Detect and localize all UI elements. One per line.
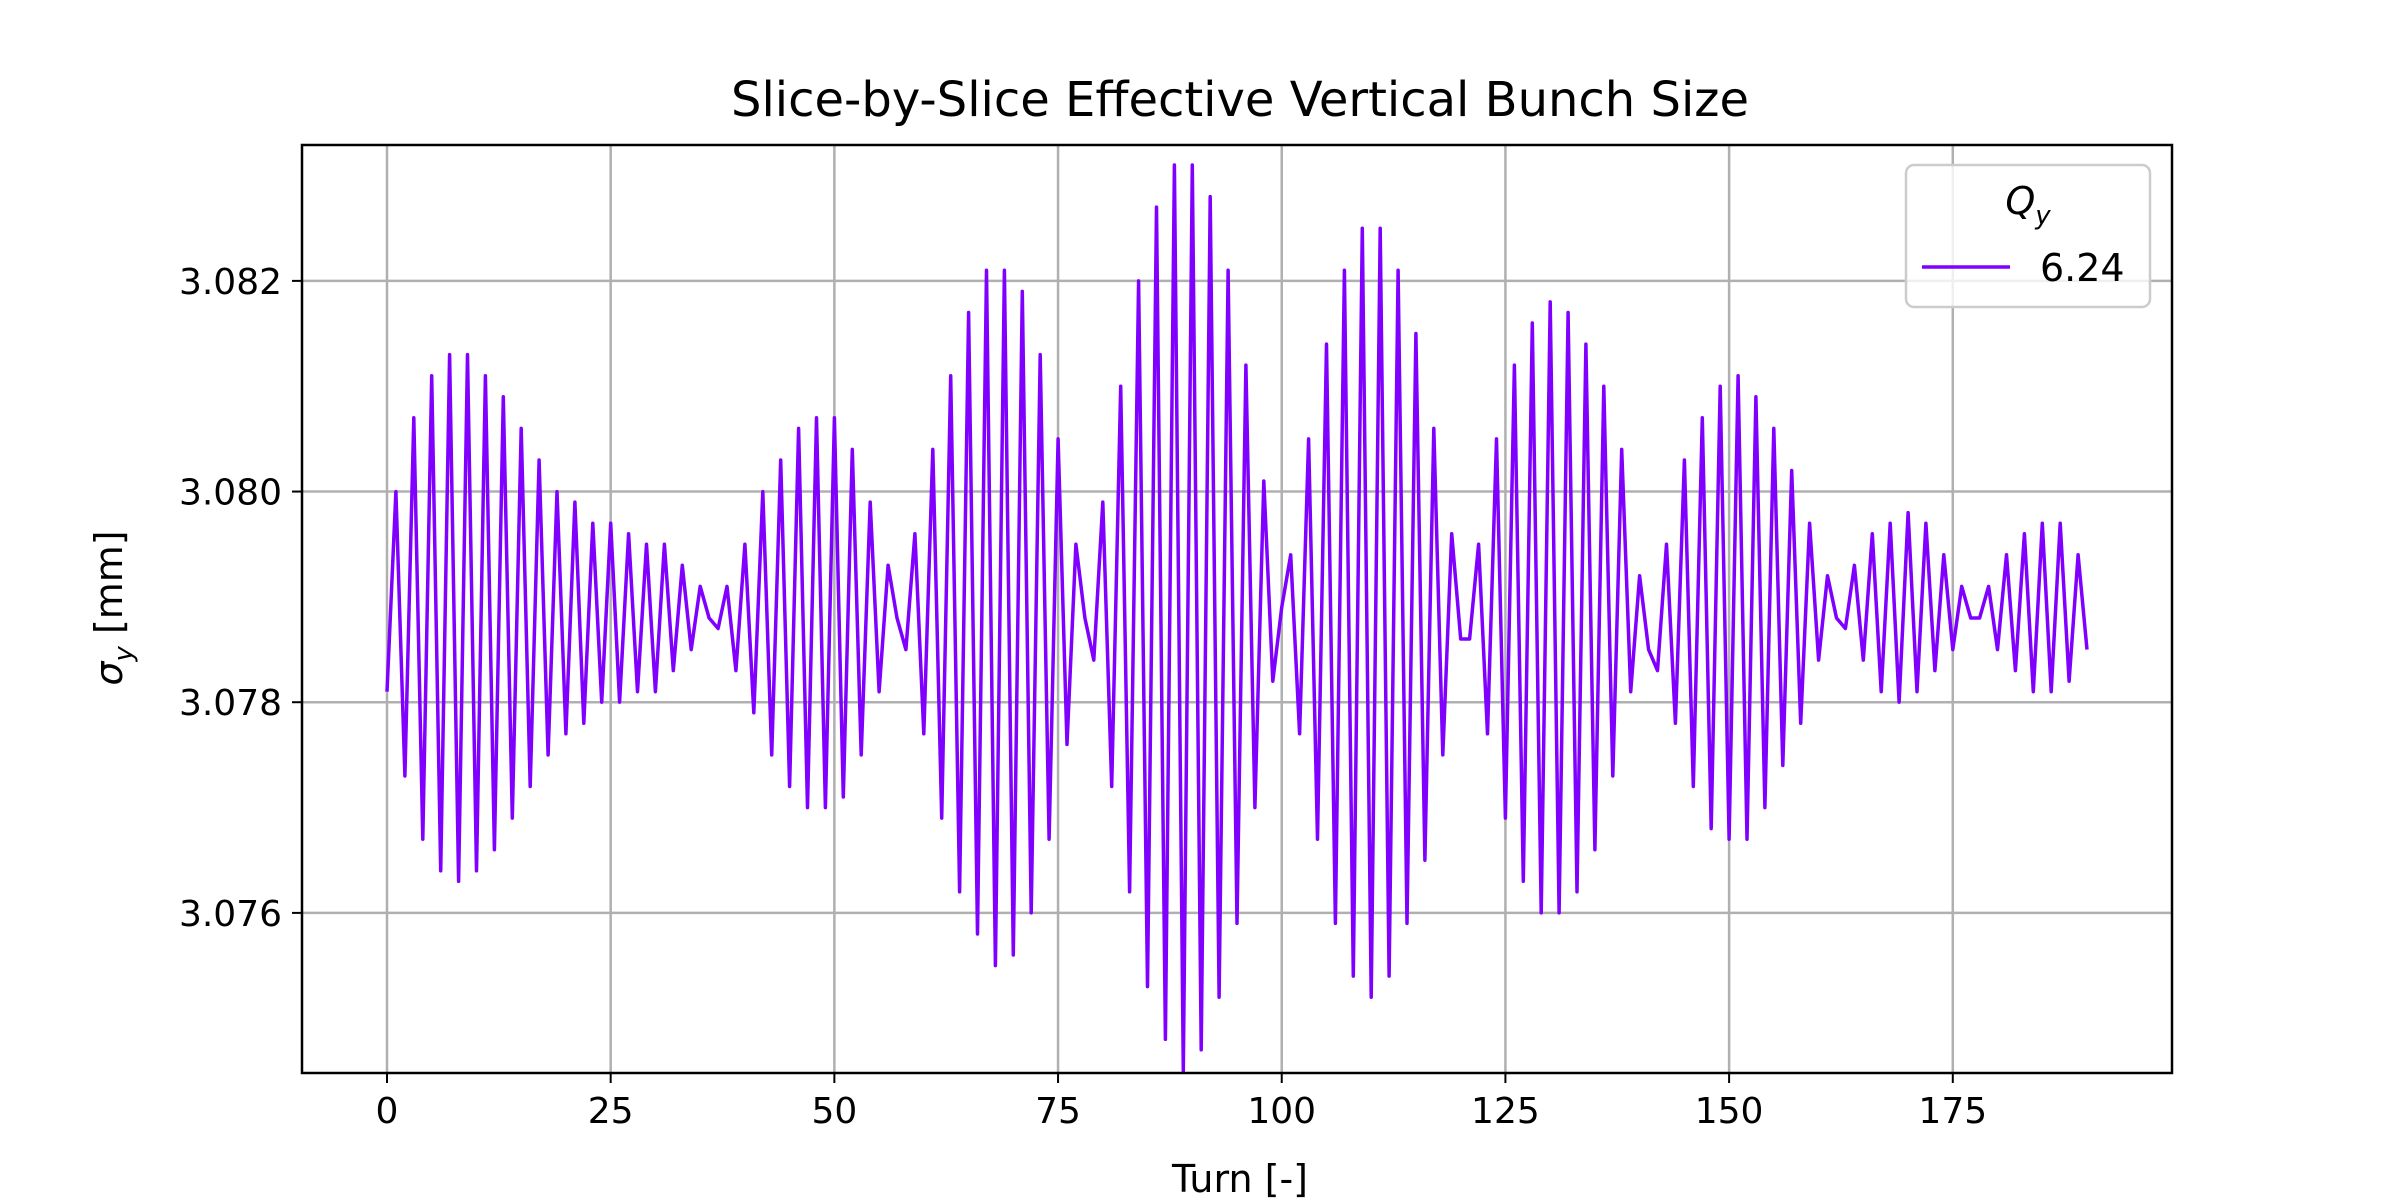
series-layer [385, 163, 2089, 1073]
x-tick-label: 50 [811, 1091, 857, 1132]
chart-title: Slice-by-Slice Effective Vertical Bunch … [731, 72, 1749, 128]
y-axis-label-symbol: σ [87, 660, 131, 686]
y-tick-label: 3.078 [179, 683, 282, 724]
y-axis-label-subscript: y [109, 646, 139, 663]
series-line-0 [385, 163, 2089, 1073]
plot-area-frame [300, 143, 2174, 1075]
legend-title-symbol: Q [2005, 179, 2035, 223]
y-axis-label: σy [mm] [87, 530, 139, 685]
y-tick-label: 3.082 [179, 262, 282, 303]
x-tick-label: 25 [588, 1091, 634, 1132]
legend-title: Qy [2005, 179, 2051, 231]
y-tick-label: 3.076 [179, 894, 282, 935]
y-axis-label-unit: [mm] [87, 530, 131, 646]
x-tick-label: 150 [1695, 1091, 1764, 1132]
x-tick-label: 125 [1471, 1091, 1540, 1132]
y-tick-label: 3.080 [179, 473, 282, 514]
legend: Qy 6.24 [1904, 163, 2152, 309]
legend-entry-label: 6.24 [2040, 246, 2125, 290]
legend-title-subscript: y [2034, 201, 2051, 231]
x-tick-label: 75 [1035, 1091, 1081, 1132]
x-axis-label: Turn [-] [1171, 1157, 1308, 1200]
legend-box [1904, 163, 2152, 309]
x-tick-label: 100 [1247, 1091, 1316, 1132]
axes: 0 25 50 75 100 125 150 175 3.076 3.078 3.080 3.082 [179, 262, 1987, 1132]
x-tick-label: 0 [376, 1091, 399, 1132]
x-tick-label: 175 [1918, 1091, 1987, 1132]
